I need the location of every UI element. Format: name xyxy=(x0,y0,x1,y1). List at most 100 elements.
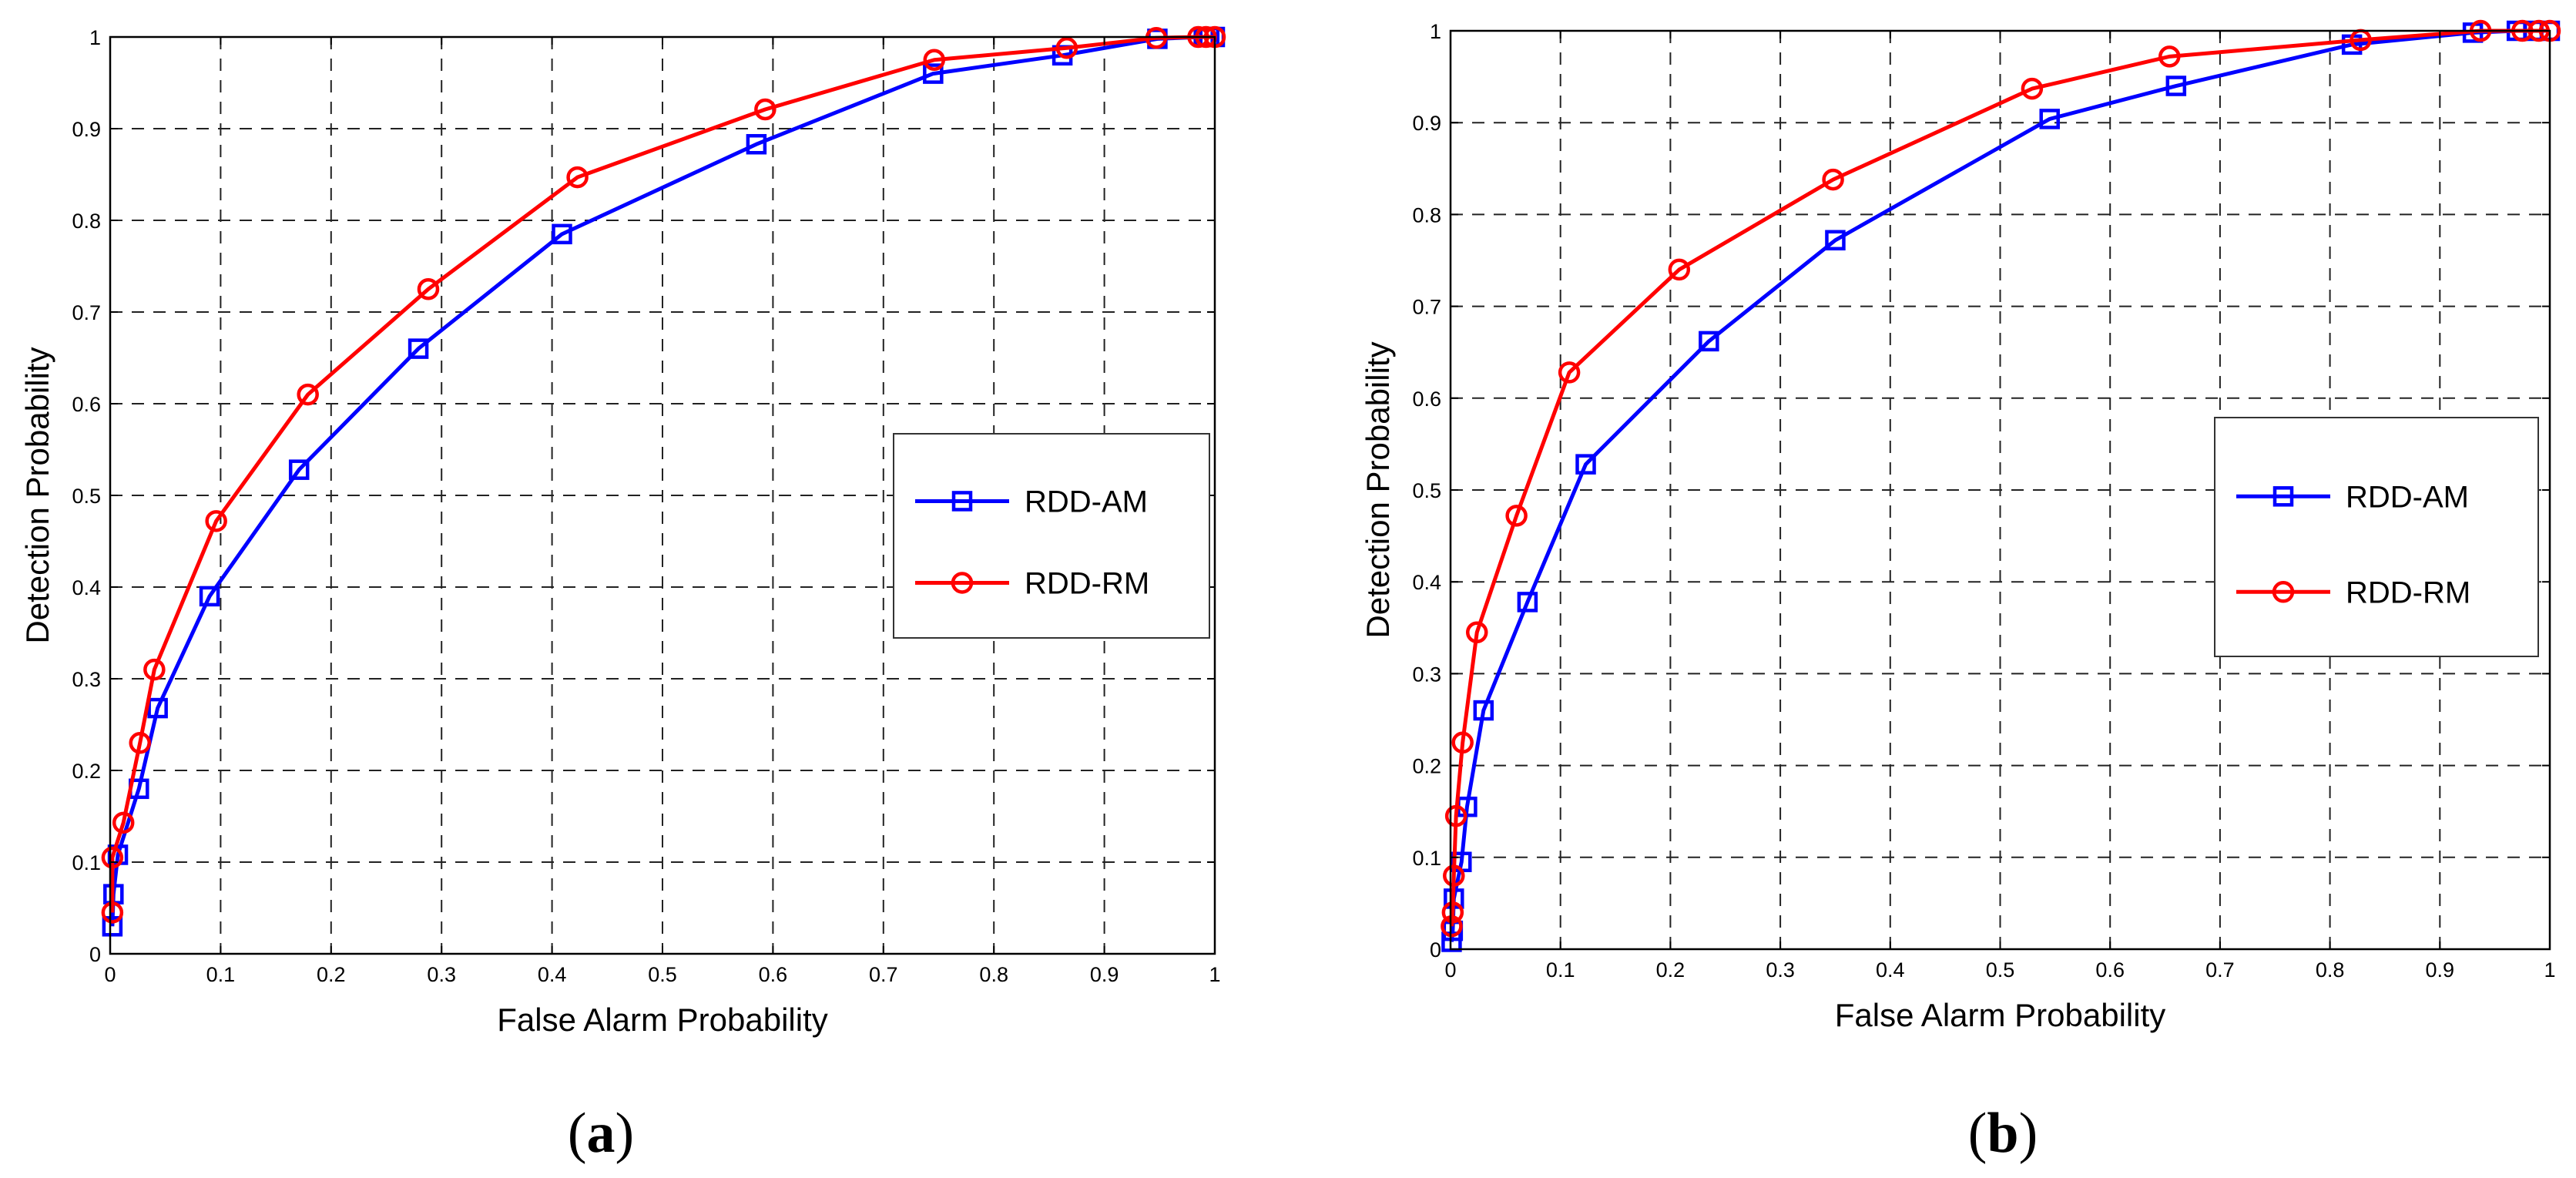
legend-label-rdd-rm-a: RDD-RM xyxy=(1025,566,1149,600)
y-tick-label-a: 0.6 xyxy=(72,393,101,416)
x-tick-label-a: 0.5 xyxy=(648,963,677,986)
data-point-rdd-am-b xyxy=(1825,230,1846,251)
plot-frame-b xyxy=(1449,29,2551,951)
grid-b xyxy=(1451,31,2550,949)
y-tick-label-b: 0.6 xyxy=(1412,388,1441,411)
data-point-rdd-rm-a xyxy=(1055,37,1078,59)
legend-entry-rdd-am-b: RDD-AM xyxy=(2236,480,2469,514)
legend-a: RDD-AM RDD-RM xyxy=(893,433,1210,639)
y-tick-label-b: 0.5 xyxy=(1412,479,1441,502)
data-point-rdd-rm-b xyxy=(1441,915,1463,938)
legend-entry-rdd-am-a: RDD-AM xyxy=(915,485,1148,519)
x-tick-label-b: 0.8 xyxy=(2316,958,2345,982)
legend-box-a xyxy=(893,433,1210,639)
y-tick-label-a: 0.1 xyxy=(72,851,101,874)
x-tick-label-b: 0.7 xyxy=(2205,958,2235,982)
y-axis-label-b: Detection Probability xyxy=(1360,341,1396,638)
data-point-rdd-am-a xyxy=(923,63,944,84)
x-tick-label-a: 1 xyxy=(1209,963,1220,986)
x-tick-label-b: 0.5 xyxy=(1986,958,2015,982)
legend-marker-rdd-am-a xyxy=(951,491,973,512)
data-point-rdd-am-b xyxy=(1473,700,1494,721)
data-point-rdd-am-b xyxy=(1699,331,1719,352)
legend-label-rdd-am-a: RDD-AM xyxy=(1025,485,1148,519)
y-tick-label-a: 0.9 xyxy=(72,118,101,141)
chart-panel-a: 0 0.1 0.2 0.3 0.4 0.5 0.6 0.7 0.8 0.9 1 0 0.1 0.2 0.3 0… xyxy=(19,25,1226,1165)
data-point-rdd-rm-a xyxy=(143,658,166,681)
data-point-rdd-am-a xyxy=(147,697,168,719)
data-point-rdd-am-a xyxy=(102,916,123,937)
y-tick-label-b: 0 xyxy=(1430,938,1441,962)
x-tick-label-a: 0.9 xyxy=(1090,963,1119,986)
x-tick-label-b: 1 xyxy=(2544,958,2555,982)
y-tick-label-a: 0.4 xyxy=(72,576,101,599)
data-point-rdd-am-b xyxy=(1517,592,1538,612)
data-point-rdd-rm-a xyxy=(112,811,135,834)
data-point-rdd-am-b xyxy=(1441,931,1462,952)
legend-entry-rdd-rm-b: RDD-RM xyxy=(2236,576,2470,609)
x-tick-label-b: 0.4 xyxy=(1876,958,1905,982)
panel-label-b: (b) xyxy=(1968,1102,2038,1165)
data-point-rdd-rm-b xyxy=(1668,258,1691,281)
data-point-rdd-rm-a xyxy=(923,49,946,71)
data-point-rdd-am-a xyxy=(199,586,220,607)
panel-letter-b: b xyxy=(1987,1102,2018,1165)
y-tick-label-a: 0.3 xyxy=(72,668,101,691)
data-point-rdd-rm-b xyxy=(1505,505,1528,527)
legend-label-rdd-rm-b: RDD-RM xyxy=(2346,576,2470,609)
panel-label-a: (a) xyxy=(568,1102,634,1165)
x-tick-label-a: 0.6 xyxy=(759,963,788,986)
y-tick-label-a: 0 xyxy=(89,943,101,966)
data-point-rdd-rm-a xyxy=(297,383,319,406)
y-tick-label-b: 1 xyxy=(1430,20,1441,43)
y-tick-label-b: 0.3 xyxy=(1412,663,1441,686)
x-tick-label-a: 0.8 xyxy=(979,963,1008,986)
chart-panel-b: 0 0.1 0.2 0.3 0.4 0.5 0.6 0.7 0.8 0.9 1 0 0.1 0.2 0.3 0… xyxy=(1360,19,2561,1165)
y-tick-label-b: 0.4 xyxy=(1412,571,1441,594)
x-tick-label-b: 0.9 xyxy=(2426,958,2455,982)
plot-frame-a xyxy=(109,35,1216,955)
grid-a xyxy=(110,37,1215,954)
data-point-rdd-rm-a xyxy=(129,732,151,754)
legend-entry-rdd-rm-a: RDD-RM xyxy=(915,566,1149,600)
data-point-rdd-rm-b xyxy=(1443,864,1465,887)
y-tick-label-a: 0.8 xyxy=(72,210,101,233)
data-point-rdd-rm-a xyxy=(754,98,776,121)
y-tick-label-a: 0.2 xyxy=(72,760,101,783)
y-tick-label-b: 0.8 xyxy=(1412,203,1441,227)
x-tick-label-b: 0.3 xyxy=(1766,958,1795,982)
y-axis-label-a: Detection Probability xyxy=(19,347,55,643)
x-tick-label-a: 0.4 xyxy=(538,963,567,986)
y-tick-label-b: 0.1 xyxy=(1412,847,1441,870)
y-tick-label-a: 0.5 xyxy=(72,485,101,508)
data-point-rdd-rm-b xyxy=(1451,731,1474,754)
data-point-rdd-rm-a xyxy=(101,901,124,924)
legend-marker-rdd-rm-a xyxy=(951,572,974,594)
data-point-rdd-rm-b xyxy=(2021,77,2044,100)
data-point-rdd-rm-b xyxy=(2158,45,2181,68)
legend-box-b xyxy=(2214,417,2539,657)
panel-letter-a: a xyxy=(587,1102,615,1165)
data-point-rdd-am-b xyxy=(1575,454,1596,475)
data-point-rdd-rm-b xyxy=(1441,901,1464,924)
x-tick-label-a: 0 xyxy=(104,963,116,986)
legend-b: RDD-AM RDD-RM xyxy=(2214,417,2539,657)
x-tick-label-b: 0.2 xyxy=(1656,958,1685,982)
x-tick-label-b: 0.1 xyxy=(1546,958,1575,982)
y-tick-label-b: 0.9 xyxy=(1412,112,1441,135)
y-tick-label-b: 0.7 xyxy=(1412,296,1441,319)
x-tick-label-b: 0.6 xyxy=(2095,958,2125,982)
data-point-rdd-rm-a xyxy=(101,846,124,869)
data-point-rdd-rm-b xyxy=(1822,168,1844,191)
legend-label-rdd-am-b: RDD-AM xyxy=(2346,480,2469,514)
y-tick-label-a: 1 xyxy=(89,26,101,49)
data-point-rdd-am-a xyxy=(408,338,429,359)
data-point-rdd-am-a xyxy=(746,133,767,155)
y-tick-label-b: 0.2 xyxy=(1412,755,1441,778)
ticks-a: 0 0.1 0.2 0.3 0.4 0.5 0.6 0.7 0.8 0.9 1 0 0.1 0.2 0.3 0… xyxy=(72,26,1220,986)
legend-marker-rdd-rm-b xyxy=(2272,581,2295,603)
x-axis-label-a: False Alarm Probability xyxy=(497,1002,828,1038)
data-point-rdd-am-a xyxy=(552,223,572,245)
x-axis-label-b: False Alarm Probability xyxy=(1835,997,2166,1033)
